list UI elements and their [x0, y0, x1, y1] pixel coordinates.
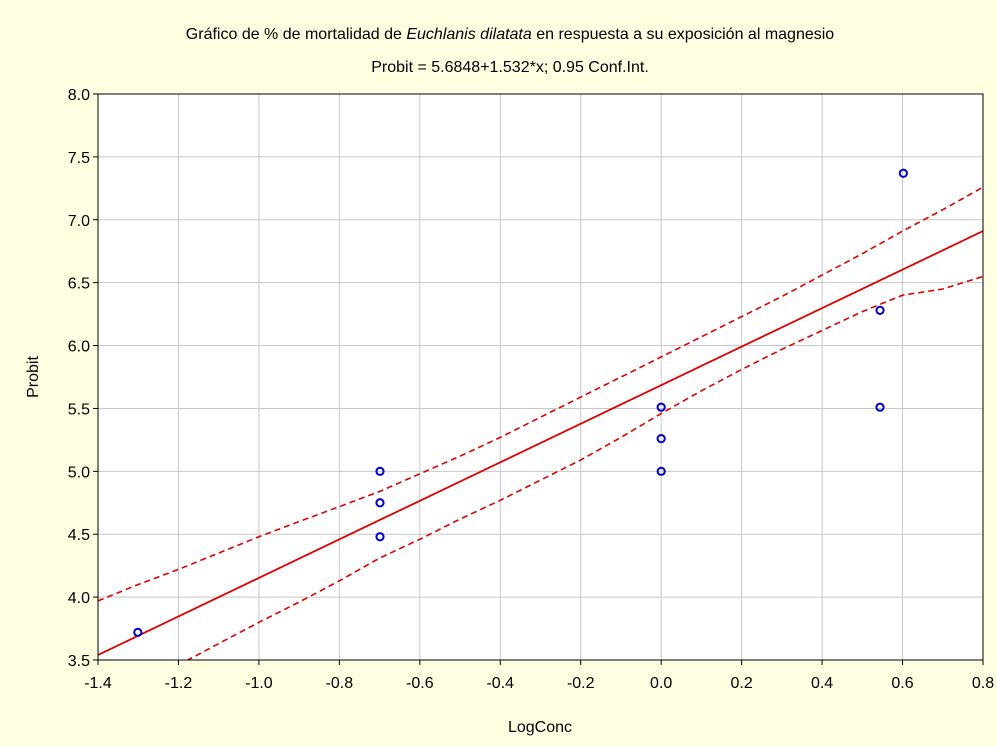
chart-title-part: en respuesta a su exposición al magnesio [532, 26, 835, 43]
y-tick-label: 7.0 [68, 213, 90, 230]
confidence-upper-line [98, 186, 983, 602]
plot-frame [97, 93, 984, 661]
x-axis-ticks: -1.4 -1.2 -1.0 -0.8 -0.6 -0.4 -0.2 0.0 0.2 0.4 0.6… [84, 660, 994, 692]
confidence-lower-line [186, 275, 983, 660]
regression-line [98, 230, 983, 656]
y-tick-label: 6.0 [68, 339, 90, 356]
grid-lines [98, 94, 983, 660]
x-tick-label: 0.8 [972, 675, 994, 692]
data-point [656, 402, 666, 412]
y-axis-label: Probit [25, 356, 42, 398]
data-points [133, 168, 908, 637]
chart-subtitle: Probit = 5.6848+1.532*x; 0.95 Conf.Int. [371, 59, 649, 76]
y-axis-ticks: 3.5 4.0 4.5 5.0 5.5 6.0 6.5 7.0 7.5 8.0 [68, 87, 98, 670]
x-tick-label: -0.6 [406, 675, 434, 692]
x-tick-label: -0.4 [486, 675, 514, 692]
x-tick-label: 0.0 [650, 675, 672, 692]
x-tick-label: -0.8 [326, 675, 354, 692]
fit-line [98, 230, 983, 656]
y-tick-label: 6.5 [68, 276, 90, 293]
x-tick-label: 0.6 [891, 675, 913, 692]
data-point [656, 466, 666, 476]
chart-title-part: Gráfico de % de mortalidad de [186, 26, 407, 43]
data-point [875, 402, 885, 412]
y-tick-label: 5.5 [68, 401, 90, 418]
x-tick-label: -1.4 [84, 675, 112, 692]
x-tick-label: 0.4 [811, 675, 833, 692]
plot-area [98, 94, 983, 660]
x-tick-label: -1.0 [245, 675, 273, 692]
data-point [898, 168, 908, 178]
data-point [375, 466, 385, 476]
chart-title-part: Euchlanis dilatata [406, 26, 532, 43]
y-tick-label: 5.0 [68, 464, 90, 481]
x-tick-label: 0.2 [731, 675, 753, 692]
confidence-bands [98, 186, 983, 660]
data-point [375, 532, 385, 542]
data-point [875, 305, 885, 315]
x-tick-label: -1.2 [165, 675, 193, 692]
y-tick-label: 8.0 [68, 87, 90, 104]
x-axis-label: LogConc [508, 719, 572, 736]
x-tick-label: -0.2 [567, 675, 595, 692]
data-point [133, 627, 143, 637]
y-tick-label: 4.5 [68, 527, 90, 544]
data-point [656, 434, 666, 444]
y-tick-label: 7.5 [68, 150, 90, 167]
y-tick-label: 4.0 [68, 590, 90, 607]
chart-title: Gráfico de % de mortalidad de Euchlanis … [186, 26, 834, 43]
data-point [375, 498, 385, 508]
y-tick-label: 3.5 [68, 653, 90, 670]
